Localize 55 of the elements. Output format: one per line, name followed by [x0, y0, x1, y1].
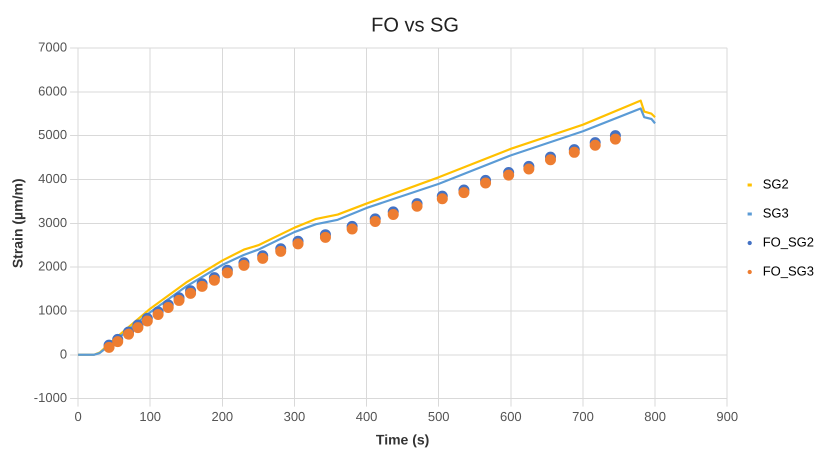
- y-axis-title: Strain (µm/m): [9, 178, 26, 268]
- point: [568, 146, 580, 158]
- point: [610, 134, 621, 145]
- x-tick-label: 400: [356, 408, 378, 424]
- chart-title: FO vs SG: [371, 14, 459, 37]
- y-tick-label: 0: [60, 346, 68, 362]
- y-tick-label: 1000: [38, 302, 68, 318]
- point: [222, 267, 233, 278]
- y-tick-label: -1000: [34, 390, 68, 406]
- legend-label: SG3: [762, 206, 789, 221]
- point: [238, 260, 250, 271]
- point: [162, 302, 174, 313]
- x-tick-label: 900: [716, 408, 738, 424]
- point: [590, 140, 601, 151]
- point: [346, 224, 358, 234]
- legend-label: FO_SG3: [762, 264, 814, 279]
- x-tick-label: 600: [500, 408, 522, 424]
- point: [320, 232, 331, 243]
- point: [196, 280, 208, 292]
- point: [152, 308, 164, 320]
- point: [458, 187, 470, 198]
- x-tick-label: 800: [644, 408, 666, 424]
- point: [412, 200, 423, 212]
- point: [436, 193, 448, 204]
- point: [388, 209, 399, 220]
- x-tick-label: 200: [211, 408, 234, 424]
- x-tick-label: 300: [284, 408, 306, 424]
- x-tick-label: 0: [74, 408, 82, 424]
- point: [123, 328, 134, 340]
- y-tick-label: 2000: [38, 258, 68, 274]
- x-tick-label: 500: [428, 408, 450, 424]
- point: [112, 336, 124, 348]
- x-tick-label: 100: [139, 408, 162, 424]
- x-tick-label: 700: [572, 408, 594, 424]
- point: [544, 154, 556, 166]
- point: [142, 316, 153, 327]
- point: [370, 216, 381, 228]
- y-tick-label: 7000: [38, 40, 68, 55]
- y-tick-label: 3000: [38, 214, 68, 230]
- x-axis-title: Time (s): [376, 431, 430, 448]
- point: [257, 252, 268, 264]
- point: [480, 177, 492, 188]
- legend-label: SG2: [762, 176, 789, 192]
- point: [275, 246, 286, 257]
- y-tick-label: 6000: [38, 83, 68, 98]
- point: [523, 163, 534, 174]
- point: [292, 238, 304, 250]
- point: [132, 322, 144, 334]
- y-tick-label: 5000: [38, 127, 68, 142]
- point: [174, 294, 185, 306]
- point: [185, 288, 196, 299]
- point: [208, 274, 220, 286]
- legend-label: FO_SG2: [762, 234, 814, 250]
- y-tick-label: 4000: [38, 171, 68, 186]
- point: [503, 170, 514, 181]
